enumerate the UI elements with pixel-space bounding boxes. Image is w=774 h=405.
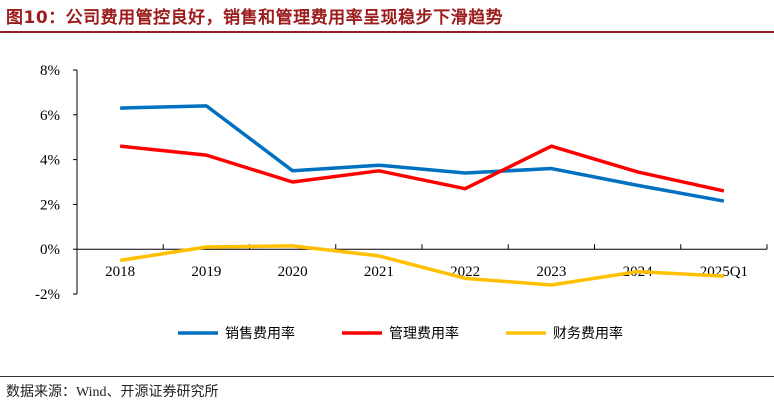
y-tick-label: 4% xyxy=(40,153,60,169)
source-divider xyxy=(0,376,774,377)
x-tick-label: 2023 xyxy=(536,264,566,280)
source-note: 数据来源：Wind、开源证券研究所 xyxy=(6,385,219,400)
figure-title: 图10：公司费用管控良好，销售和管理费用率呈现稳步下滑趋势 xyxy=(6,8,504,28)
legend-label: 管理费用率 xyxy=(389,325,459,342)
x-tick-label: 2025Q1 xyxy=(700,264,748,280)
legend-label: 销售费用率 xyxy=(225,325,295,342)
series-line-3 xyxy=(119,244,724,287)
x-tick-label: 2018 xyxy=(105,264,135,280)
series-line-1 xyxy=(120,104,725,203)
x-tick-label: 2019 xyxy=(191,264,221,280)
y-tick-label: 6% xyxy=(40,108,60,124)
x-tick-label: 2021 xyxy=(364,264,394,280)
y-tick-label: 8% xyxy=(40,63,60,79)
series-line-2 xyxy=(119,144,725,193)
y-tick-label: 2% xyxy=(40,197,60,213)
line-chart: -2%0%2%4%6%8%2018 2019 2020 2021 2022 2023 202… xyxy=(35,63,768,342)
legend-label: 财务费用率 xyxy=(553,325,623,342)
title-divider xyxy=(0,31,774,33)
y-tick-label: 0% xyxy=(40,242,60,258)
x-tick-label: 2020 xyxy=(278,264,308,280)
y-tick-label: -2% xyxy=(35,287,60,303)
